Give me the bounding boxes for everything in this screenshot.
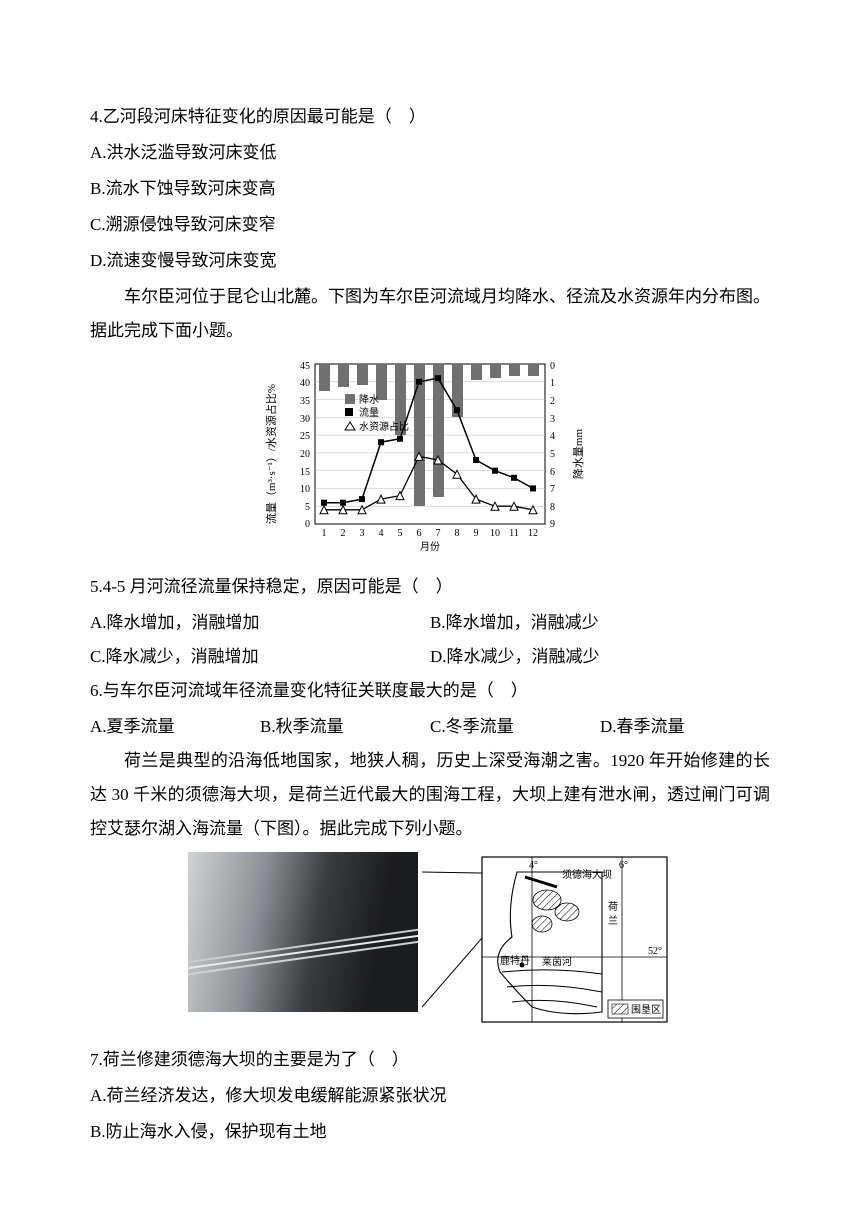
svg-text:3: 3 — [550, 414, 555, 425]
q7-opt-a[interactable]: A.荷兰经济发达，修大坝发电缓解能源紧张状况 — [90, 1079, 770, 1113]
svg-text:4: 4 — [379, 528, 384, 539]
svg-text:6°: 6° — [619, 860, 628, 871]
svg-text:流量: 流量 — [359, 406, 379, 419]
svg-text:52°: 52° — [648, 946, 662, 957]
svg-text:兰: 兰 — [608, 914, 618, 927]
svg-text:6: 6 — [550, 467, 555, 478]
svg-text:30: 30 — [300, 414, 310, 425]
svg-text:25: 25 — [300, 431, 310, 442]
svg-text:水资源占比: 水资源占比 — [359, 420, 409, 433]
svg-text:40: 40 — [300, 378, 310, 389]
svg-text:流量（m³·s⁻¹）/水资源占比%: 流量（m³·s⁻¹）/水资源占比% — [264, 384, 278, 524]
q7-opt-b[interactable]: B.防止海水入侵，保护现有土地 — [90, 1115, 770, 1149]
passage-1: 车尔臣河位于昆仑山北麓。下图为车尔臣河流域月均降水、径流及水资源年内分布图。据此… — [90, 280, 770, 348]
svg-text:11: 11 — [509, 528, 519, 539]
svg-text:15: 15 — [300, 467, 310, 478]
svg-text:10: 10 — [300, 484, 310, 495]
svg-text:降水量mm: 降水量mm — [571, 429, 585, 480]
q5-opt-a[interactable]: A.降水增加，消融增加 — [90, 606, 430, 640]
dam-photo — [188, 852, 418, 1012]
svg-text:12: 12 — [528, 528, 538, 539]
svg-text:45: 45 — [300, 361, 310, 372]
q4-opt-d[interactable]: D.流速变慢导致河床变宽 — [90, 244, 770, 278]
q6-opt-c[interactable]: C.冬季流量 — [430, 710, 600, 744]
svg-text:8: 8 — [550, 502, 555, 513]
svg-text:2: 2 — [550, 396, 555, 407]
svg-text:降水: 降水 — [359, 393, 379, 406]
svg-text:5: 5 — [398, 528, 403, 539]
svg-text:1: 1 — [550, 378, 555, 389]
svg-text:20: 20 — [300, 449, 310, 460]
svg-text:5: 5 — [305, 502, 310, 513]
svg-text:8: 8 — [455, 528, 460, 539]
svg-text:鹿特丹: 鹿特丹 — [500, 954, 530, 967]
q7-stem: 7.荷兰修建须德海大坝的主要是为了（ ） — [90, 1043, 770, 1077]
svg-text:9: 9 — [550, 519, 555, 530]
chart-cherchen-river: 降水 流量 水资源占比 123 456 789 101112 月份 454035… — [90, 354, 770, 566]
svg-text:1: 1 — [322, 528, 327, 539]
q5-opt-c[interactable]: C.降水减少，消融增加 — [90, 640, 430, 674]
svg-text:7: 7 — [436, 528, 441, 539]
q6-opt-b[interactable]: B.秋季流量 — [260, 710, 430, 744]
q4-opt-a[interactable]: A.洪水泛滥导致河床变低 — [90, 136, 770, 170]
svg-text:4: 4 — [550, 431, 555, 442]
svg-text:莱茵河: 莱茵河 — [542, 956, 572, 968]
svg-text:5: 5 — [550, 449, 555, 460]
q4-opt-b[interactable]: B.流水下蚀导致河床变高 — [90, 172, 770, 206]
svg-text:6: 6 — [417, 528, 422, 539]
svg-text:荷: 荷 — [608, 901, 618, 913]
q6-stem: 6.与车尔臣河流域年径流量变化特征关联度最大的是（ ） — [90, 674, 770, 708]
svg-text:月份: 月份 — [420, 541, 440, 553]
svg-text:4°: 4° — [529, 860, 538, 871]
q6-opt-d[interactable]: D.春季流量 — [600, 710, 770, 744]
svg-text:0: 0 — [550, 361, 555, 372]
q5-stem: 5.4-5 月河流径流量保持稳定，原因可能是（ ） — [90, 570, 770, 604]
q4-stem: 4.乙河段河床特征变化的原因最可能是（ ） — [90, 100, 770, 134]
svg-text:35: 35 — [300, 396, 310, 407]
q5-opt-d[interactable]: D.降水减少，消融减少 — [430, 640, 770, 674]
svg-text:围垦区: 围垦区 — [631, 1004, 661, 1016]
svg-text:须德海大坝: 须德海大坝 — [562, 868, 612, 881]
svg-text:3: 3 — [360, 528, 365, 539]
svg-text:9: 9 — [474, 528, 479, 539]
svg-text:0: 0 — [305, 519, 310, 530]
svg-text:2: 2 — [341, 528, 346, 539]
svg-text:10: 10 — [490, 528, 500, 539]
q5-opt-b[interactable]: B.降水增加，消融减少 — [430, 606, 770, 640]
figure-netherlands: 4° 6° 52° 须德海大坝 荷兰 鹿特丹 莱茵河 围垦区 — [90, 852, 770, 1039]
q4-opt-c[interactable]: C.溯源侵蚀导致河床变窄 — [90, 208, 770, 242]
q6-opt-a[interactable]: A.夏季流量 — [90, 710, 260, 744]
svg-text:7: 7 — [550, 484, 555, 495]
passage-2: 荷兰是典型的沿海低地国家，地狭人稠，历史上深受海潮之害。1920 年开始修建的长… — [90, 744, 770, 846]
